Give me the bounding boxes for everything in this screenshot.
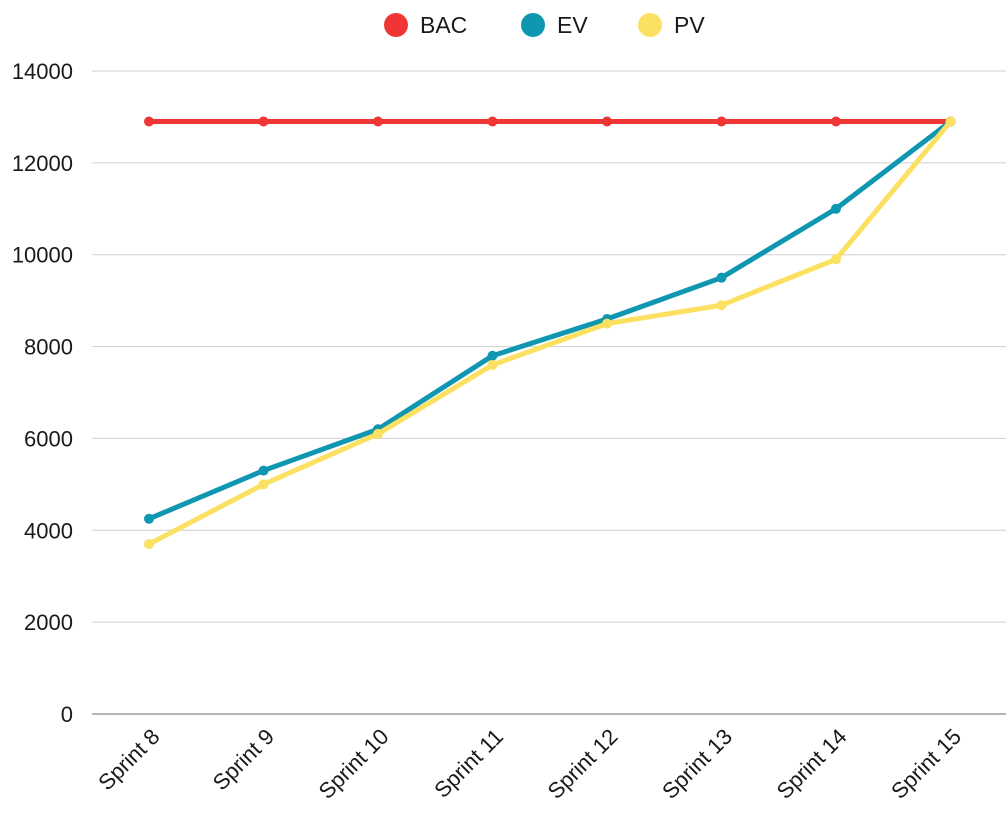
series-ev	[144, 116, 956, 524]
legend: BAC EV PV	[384, 12, 705, 38]
legend-label: EV	[557, 12, 588, 38]
legend-label: BAC	[420, 12, 467, 38]
data-point-pv	[945, 116, 956, 127]
x-tick-label: Sprint 9	[208, 724, 279, 795]
data-point-pv	[716, 300, 727, 311]
data-point-bac	[831, 116, 841, 127]
data-point-bac	[144, 116, 154, 127]
data-point-bac	[716, 116, 727, 127]
y-tick-label: 0	[61, 702, 73, 727]
x-axis-tick-labels: Sprint 8 Sprint 9 Sprint 10 Sprint 11 Sprint…	[93, 724, 966, 804]
series-bac	[144, 116, 956, 127]
series-line-ev	[146, 119, 953, 522]
data-point-pv	[487, 359, 498, 370]
legend-marker	[638, 13, 662, 37]
y-tick-label: 10000	[12, 243, 73, 268]
series-lines	[144, 116, 956, 550]
y-tick-label: 12000	[12, 151, 73, 176]
x-tick-label: Sprint 11	[429, 724, 508, 803]
data-point-pv	[831, 254, 841, 265]
y-tick-label: 8000	[24, 335, 73, 360]
legend-marker	[384, 13, 408, 37]
data-point-ev	[144, 513, 154, 524]
data-point-bac	[373, 116, 383, 127]
series-pv	[144, 116, 956, 550]
data-point-pv	[258, 479, 269, 490]
y-tick-label: 4000	[24, 518, 73, 543]
x-tick-label: Sprint 8	[93, 724, 164, 795]
data-point-ev	[716, 272, 727, 283]
y-tick-label: 6000	[24, 426, 73, 451]
x-tick-label: Sprint 14	[772, 724, 852, 804]
y-tick-label: 14000	[12, 59, 73, 84]
gridlines	[92, 70, 1006, 715]
x-tick-label: Sprint 10	[314, 724, 394, 804]
x-tick-label: Sprint 15	[886, 724, 966, 804]
y-axis-tick-labels: 0 2000 4000 6000 8000 10000 12000 14000	[12, 59, 73, 727]
legend-marker	[521, 13, 545, 37]
data-point-bac	[258, 116, 269, 127]
data-point-ev	[831, 203, 841, 214]
series-line-pv	[146, 119, 953, 547]
data-point-pv	[144, 539, 154, 550]
data-point-bac	[487, 116, 498, 127]
legend-label: PV	[674, 12, 705, 38]
data-point-ev	[487, 350, 498, 361]
legend-item-pv: PV	[638, 12, 705, 38]
legend-item-ev: EV	[521, 12, 588, 38]
y-tick-label: 2000	[24, 610, 73, 635]
data-point-pv	[373, 428, 383, 439]
data-point-ev	[258, 465, 269, 476]
x-tick-label: Sprint 12	[543, 724, 623, 804]
data-point-pv	[602, 318, 612, 329]
x-tick-label: Sprint 13	[657, 724, 737, 804]
data-point-bac	[602, 116, 612, 127]
legend-item-bac: BAC	[384, 12, 467, 38]
